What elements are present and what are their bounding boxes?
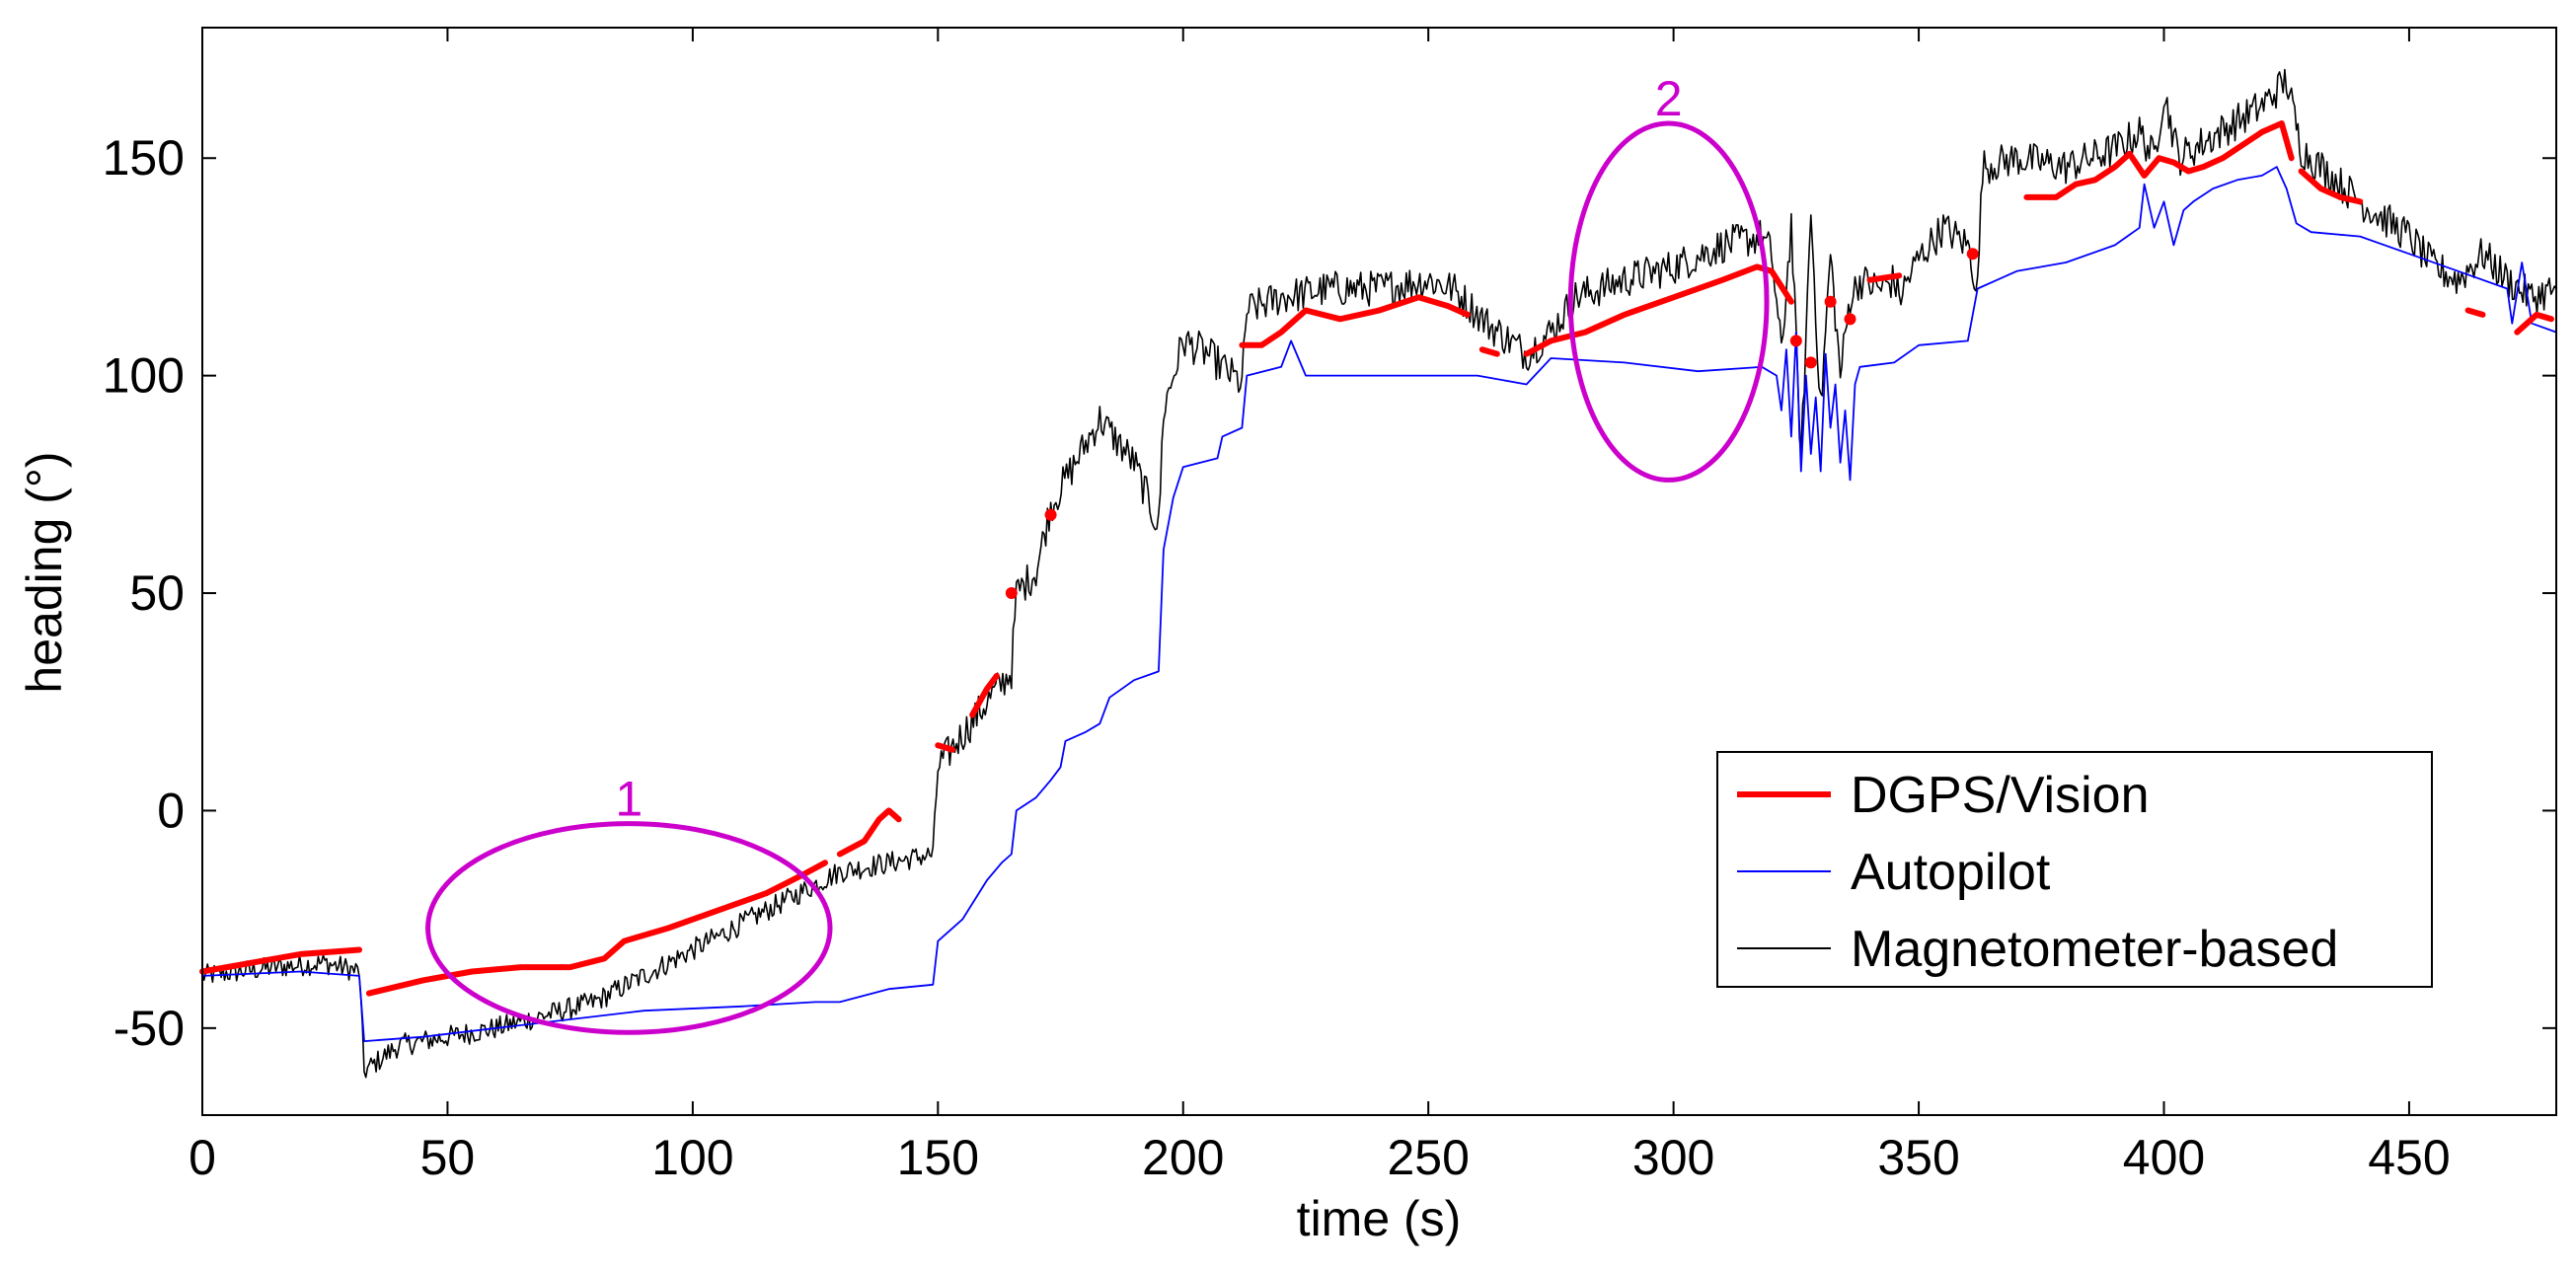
series-dgps-segment-17	[2298, 168, 2364, 205]
series-dgps-point-11	[1804, 356, 1817, 369]
series-dgps-segment-1	[365, 860, 828, 997]
y-axis-title: heading (°)	[17, 451, 72, 693]
legend-label-magnetometer: Magnetometer-based	[1851, 921, 2338, 978]
series-dgps-point-12	[1824, 295, 1837, 308]
series-magnetometer-line	[201, 68, 2557, 1079]
series-dgps-segment-0	[199, 946, 362, 975]
annotation-ellipse-2	[1567, 120, 1770, 483]
x-tick-label-200: 200	[1142, 1130, 1224, 1185]
legend-label-autopilot: Autopilot	[1851, 844, 2051, 901]
tick-layer: 0 50 100 150 200 250 300 350 400 450 -50 0 50 100 150	[103, 28, 2556, 1185]
series-dgps-segment-16	[2023, 120, 2295, 200]
series-dgps-segment-3	[935, 742, 956, 753]
y-tick-label-50: 50	[129, 565, 185, 621]
series-dgps-point-6	[1044, 508, 1057, 521]
x-tick-label-300: 300	[1632, 1130, 1714, 1185]
series-dgps-segment-2	[836, 807, 902, 858]
annotation-ellipse-1	[425, 821, 833, 1035]
series-dgps-segment-8	[1478, 346, 1500, 357]
y-tick-label-150: 150	[103, 130, 185, 186]
y-tick-label--50: -50	[114, 1001, 185, 1056]
series-dgps-point-15	[1966, 248, 1979, 261]
series-layer	[199, 68, 2557, 1079]
annotation-layer: 12	[425, 71, 1770, 1035]
legend: DGPS/Vision Autopilot Magnetometer-based	[1716, 751, 2433, 988]
x-tick-label-100: 100	[651, 1130, 733, 1185]
series-dgps-segment-4	[969, 672, 1000, 718]
x-tick-label-250: 250	[1387, 1130, 1469, 1185]
series-dgps-segment-19	[2514, 311, 2554, 336]
legend-label-dgps: DGPS/Vision	[1851, 767, 2150, 824]
x-tick-label-50: 50	[420, 1130, 476, 1185]
x-axis-title: time (s)	[1297, 1191, 1462, 1246]
series-dgps-segment-7	[1239, 294, 1471, 348]
series-dgps-segment-18	[2464, 307, 2486, 318]
series-dgps-point-10	[1789, 335, 1802, 347]
y-tick-label-100: 100	[103, 348, 185, 404]
series-dgps-segment-14	[1866, 272, 1903, 283]
series-autopilot-line	[201, 166, 2557, 1042]
x-tick-label-450: 450	[2368, 1130, 2450, 1185]
x-tick-label-400: 400	[2123, 1130, 2205, 1185]
y-tick-label-0: 0	[157, 783, 185, 838]
x-tick-label-0: 0	[189, 1130, 216, 1185]
series-dgps-point-13	[1844, 313, 1856, 326]
x-tick-label-350: 350	[1877, 1130, 1959, 1185]
annotation-label-1: 1	[615, 772, 643, 827]
x-tick-label-150: 150	[897, 1130, 979, 1185]
annotation-label-2: 2	[1655, 71, 1683, 126]
plot-frame	[201, 27, 2557, 1116]
series-dgps-point-5	[1005, 587, 1018, 600]
legend-box	[1716, 751, 2433, 988]
